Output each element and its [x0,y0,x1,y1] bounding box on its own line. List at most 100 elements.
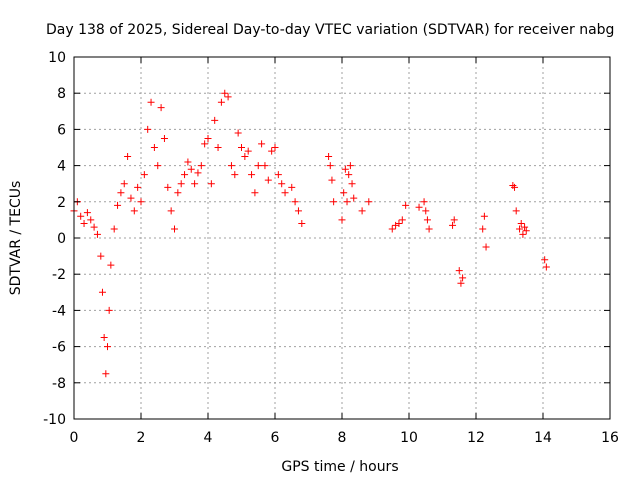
data-point [147,98,155,106]
x-tick-label: 4 [204,430,213,446]
data-point [482,243,490,251]
x-axis-label: GPS time / hours [281,459,398,475]
data-point [278,180,286,188]
data-point [120,180,128,188]
data-point [127,194,135,202]
data-point [261,162,269,170]
data-point [254,162,262,170]
data-point [395,220,403,228]
y-tick-label: -6 [52,340,66,356]
axis-ticks [73,56,611,420]
y-tick-label: 2 [57,195,66,211]
data-point [479,225,487,233]
data-point [124,153,132,161]
data-point [328,176,336,184]
data-point [104,343,111,351]
data-point [181,171,189,179]
data-point [244,147,252,155]
x-tick-label: 8 [338,430,347,446]
data-point [258,140,266,148]
data-point [221,89,229,97]
y-axis-label: SDTVAR / TECUs [8,181,24,296]
data-point [100,334,108,342]
data-point [398,216,406,224]
data-point [420,198,428,206]
data-point [107,261,115,269]
data-point [251,189,259,197]
data-point [480,212,488,220]
y-tick-label: 4 [57,159,66,175]
data-point [511,183,519,191]
data-point [288,183,296,191]
data-point [294,207,302,215]
data-point [167,207,175,215]
data-point [350,194,358,202]
data-point [110,225,118,233]
data-point [164,183,172,191]
y-tick-label: 6 [57,122,66,138]
data-point [274,171,282,179]
data-point [509,182,517,190]
data-point [184,158,192,166]
data-point [238,144,245,151]
data-point [388,225,396,233]
data-point [234,129,242,137]
data-point [325,153,333,161]
data-point [341,165,349,173]
data-point [340,189,348,197]
y-tick-label: 8 [57,86,66,102]
data-point [422,207,430,215]
x-tick-label: 6 [271,430,280,446]
y-tick-label: 10 [48,50,66,66]
data-point [97,252,105,260]
data-point [541,256,549,264]
data-point [298,220,306,228]
data-point [160,134,168,142]
data-point [211,116,219,124]
data-point [268,147,276,155]
data-point [512,207,520,215]
data-point [343,198,351,206]
data-point [114,201,122,209]
data-point [425,225,433,233]
data-point [207,180,215,188]
x-tick-label: 14 [534,430,552,446]
x-tick-label: 10 [400,430,418,446]
data-point [457,279,465,287]
data-point [102,370,110,378]
data-point [140,171,148,179]
data-point [77,212,85,220]
data-point [450,216,458,224]
x-tick-label: 2 [137,430,146,446]
data-point [90,223,98,231]
data-point [455,267,463,275]
data-point [459,274,467,282]
data-point [271,144,279,151]
y-tick-label: 0 [57,231,66,247]
data-point [130,207,138,215]
data-point [191,180,199,188]
data-point [517,220,525,228]
data-point [241,153,249,161]
data-point [134,183,142,191]
x-tick-label: 16 [601,430,619,446]
data-point [137,198,145,206]
data-point [177,180,185,188]
data-point [423,216,431,224]
data-point [248,171,256,179]
data-point [415,203,423,211]
data-point [281,189,289,197]
data-point [330,198,338,206]
data-point [365,198,373,206]
x-tick-label: 0 [70,430,79,446]
chart-title: Day 138 of 2025, Sidereal Day-to-day VTE… [46,22,614,38]
data-point [150,144,158,151]
data-point [346,162,354,170]
y-tick-label: -10 [43,412,66,428]
x-tick-label: 12 [467,430,485,446]
data-point [542,263,550,271]
data-point [105,306,113,314]
data-point [171,225,178,233]
